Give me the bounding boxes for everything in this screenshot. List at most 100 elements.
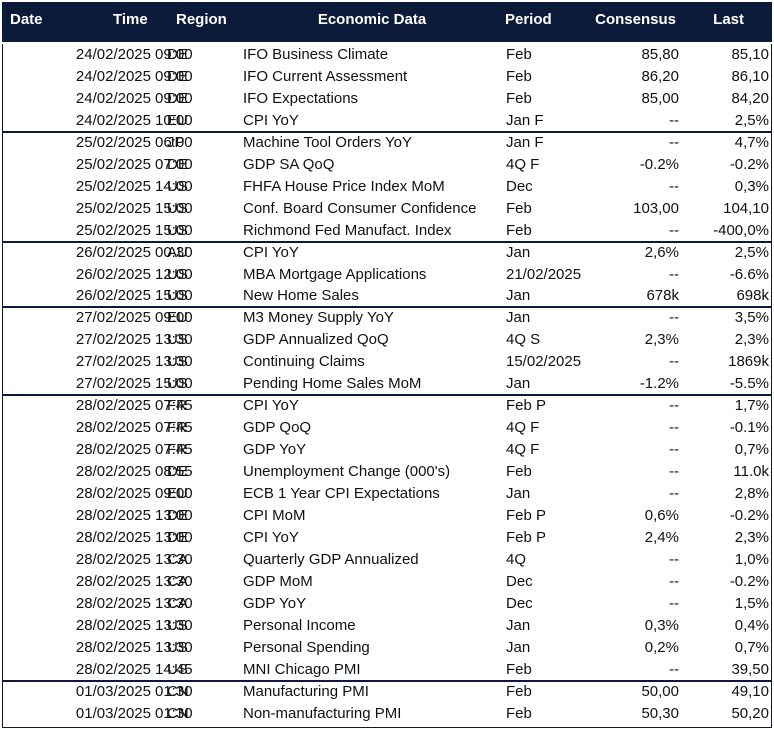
cell: US bbox=[167, 616, 188, 634]
cell: 14:45 bbox=[155, 660, 193, 678]
cell: 13:30 bbox=[155, 331, 193, 349]
cell: Personal Income bbox=[243, 616, 356, 634]
cell: 12:00 bbox=[155, 265, 193, 283]
cell: 2,6% bbox=[644, 243, 679, 261]
cell: 28/02/2025 bbox=[75, 463, 151, 481]
cell: 86,10 bbox=[731, 67, 769, 85]
cell: M3 Money Supply YoY bbox=[243, 309, 394, 327]
cell: 1,5% bbox=[734, 594, 769, 612]
cell: 2,5% bbox=[734, 111, 769, 129]
cell: Dec bbox=[506, 594, 533, 612]
cell: CA bbox=[167, 594, 188, 612]
cell: JP bbox=[167, 133, 185, 151]
cell: Feb P bbox=[506, 506, 547, 524]
cell: CN bbox=[167, 682, 189, 700]
cell: 4,7% bbox=[734, 133, 769, 151]
cell: 27/02/2025 bbox=[75, 353, 151, 371]
cell: 4Q F bbox=[506, 419, 540, 437]
cell: 0,3% bbox=[644, 616, 679, 634]
cell: Dec bbox=[506, 572, 533, 590]
cell: 01/03/2025 bbox=[75, 682, 151, 700]
cell: 28/02/2025 bbox=[75, 550, 151, 568]
cell: Feb bbox=[506, 46, 532, 63]
cell: DE bbox=[167, 463, 188, 481]
cell: 01:30 bbox=[155, 682, 193, 700]
cell: 0,7% bbox=[734, 441, 769, 459]
cell: ECB 1 Year CPI Expectations bbox=[243, 485, 440, 502]
cell: -6.6% bbox=[729, 265, 769, 283]
cell: 86,20 bbox=[641, 67, 679, 85]
cell: 104,10 bbox=[723, 199, 769, 217]
column-header: Date bbox=[10, 11, 43, 28]
cell: Feb P bbox=[506, 397, 547, 415]
cell: -0.1% bbox=[729, 419, 769, 437]
cell: Feb bbox=[506, 463, 532, 481]
cell: GDP YoY bbox=[243, 594, 307, 612]
cell: 10:00 bbox=[155, 111, 193, 129]
cell: 1869k bbox=[728, 353, 769, 371]
cell: 25/02/2025 bbox=[75, 133, 151, 151]
cell: 0,7% bbox=[734, 638, 769, 656]
column-header: Last bbox=[713, 11, 744, 28]
cell: US bbox=[167, 660, 188, 678]
cell: GDP MoM bbox=[243, 572, 313, 590]
cell: CA bbox=[167, 572, 188, 590]
cell: US bbox=[167, 353, 188, 371]
cell: 08:55 bbox=[155, 463, 193, 481]
cell: -- bbox=[669, 550, 679, 568]
cell: -- bbox=[669, 419, 679, 437]
cell: 13:30 bbox=[155, 572, 193, 590]
cell: Jan bbox=[506, 243, 531, 261]
cell: 27/02/2025 bbox=[75, 309, 151, 327]
cell: 85,00 bbox=[641, 89, 679, 107]
column-header: Region bbox=[176, 11, 227, 28]
header-row: Date Time Region Economic Data Period Consens… bbox=[2, 2, 772, 42]
cell: CPI MoM bbox=[243, 506, 306, 524]
cell: 39,50 bbox=[731, 660, 769, 678]
cell: DE bbox=[167, 46, 188, 63]
cell: 698k bbox=[736, 287, 769, 305]
cell: 1,7% bbox=[734, 397, 769, 415]
cell: 06:00 bbox=[155, 133, 193, 151]
cell: FR bbox=[167, 397, 187, 415]
cell: 14:00 bbox=[155, 177, 193, 195]
cell: 07:45 bbox=[155, 441, 193, 459]
cell: -- bbox=[669, 177, 679, 195]
cell: 28/02/2025 bbox=[75, 419, 151, 437]
cell: 28/02/2025 bbox=[75, 572, 151, 590]
cell: 28/02/2025 bbox=[75, 485, 151, 502]
cell: -400,0% bbox=[713, 221, 769, 239]
cell: 07:45 bbox=[155, 397, 193, 415]
cell: 21/02/2025 bbox=[506, 265, 582, 283]
cell: -- bbox=[669, 441, 679, 459]
cell: CPI YoY bbox=[243, 243, 299, 261]
cell: Feb bbox=[506, 682, 532, 700]
cell: 09:00 bbox=[155, 485, 193, 502]
group-separator bbox=[3, 306, 771, 309]
cell: 26/02/2025 bbox=[75, 265, 151, 283]
cell: 25/02/2025 bbox=[75, 155, 151, 173]
cell: 09:00 bbox=[155, 67, 193, 85]
cell: Jan bbox=[506, 485, 531, 502]
cell: 0,3% bbox=[734, 177, 769, 195]
cell: 28/02/2025 bbox=[75, 397, 151, 415]
cell: US bbox=[167, 638, 188, 656]
cell: -- bbox=[669, 594, 679, 612]
cell: 50,20 bbox=[731, 704, 769, 722]
cell: EU bbox=[167, 485, 188, 502]
cell: -- bbox=[669, 111, 679, 129]
cell: 24/02/2025 bbox=[75, 111, 151, 129]
cell: 07:00 bbox=[155, 155, 193, 173]
cell: 09:00 bbox=[155, 89, 193, 107]
cell: Quarterly GDP Annualized bbox=[243, 550, 419, 568]
cell: 24/02/2025 bbox=[75, 67, 151, 85]
group-separator bbox=[3, 130, 771, 133]
cell: 13:30 bbox=[155, 353, 193, 371]
cell: IFO Current Assessment bbox=[243, 67, 408, 85]
cell: DE bbox=[167, 67, 188, 85]
cell: Feb P bbox=[506, 528, 547, 546]
table-body: 24/02/2025 09:00 DE IFO Business Climate Feb… bbox=[2, 44, 772, 728]
cell: 2,3% bbox=[734, 331, 769, 349]
cell: Feb bbox=[506, 89, 532, 107]
cell: 13:00 bbox=[155, 528, 193, 546]
